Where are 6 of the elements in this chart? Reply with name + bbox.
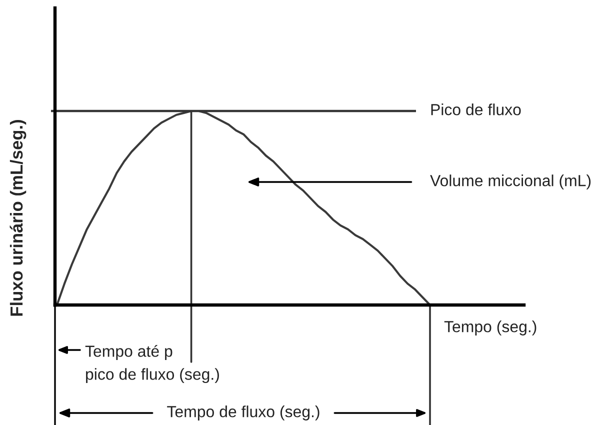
y-axis-title: Fluxo urinário (mL/seg.)	[10, 120, 26, 316]
text: Tempo de fluxo (seg.)	[167, 406, 320, 420]
annotation: Volume miccional (mL)	[430, 174, 591, 190]
text: Tempo até p pico de fluxo (seg.)	[85, 344, 219, 384]
ref-line-label: Pico de fluxo	[431, 104, 521, 116]
x-axis-title: Tempo (seg.)	[444, 320, 536, 336]
